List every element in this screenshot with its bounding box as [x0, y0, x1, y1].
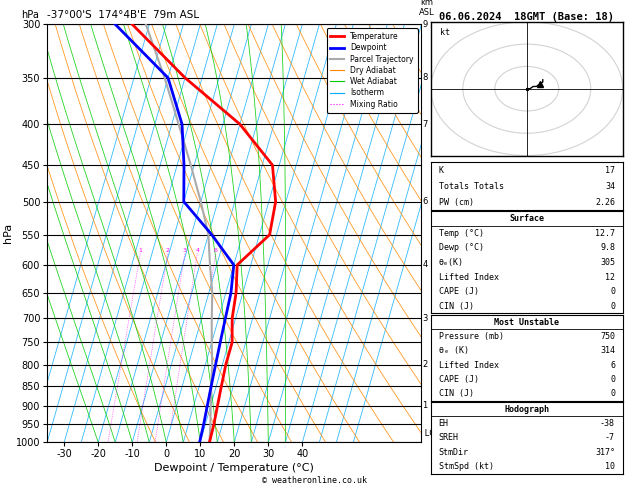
Text: -7: -7	[605, 434, 615, 442]
Text: θₑ(K): θₑ(K)	[438, 258, 464, 267]
Text: CAPE (J): CAPE (J)	[438, 287, 479, 296]
Text: 7: 7	[423, 120, 428, 129]
Text: 12: 12	[605, 273, 615, 281]
Text: 3: 3	[183, 248, 187, 253]
Legend: Temperature, Dewpoint, Parcel Trajectory, Dry Adiabat, Wet Adiabat, Isotherm, Mi: Temperature, Dewpoint, Parcel Trajectory…	[326, 28, 418, 112]
Text: 305: 305	[600, 258, 615, 267]
Text: SREH: SREH	[438, 434, 459, 442]
X-axis label: Dewpoint / Temperature (°C): Dewpoint / Temperature (°C)	[154, 463, 314, 473]
Text: Hodograph: Hodograph	[504, 405, 549, 414]
Text: 3: 3	[423, 314, 428, 323]
Text: 06.06.2024  18GMT (Base: 18): 06.06.2024 18GMT (Base: 18)	[439, 12, 615, 22]
Text: 6: 6	[423, 197, 428, 206]
Text: 0: 0	[610, 375, 615, 384]
Text: Dewp (°C): Dewp (°C)	[438, 243, 484, 252]
Text: CAPE (J): CAPE (J)	[438, 375, 479, 384]
Text: -38: -38	[600, 419, 615, 428]
Text: CIN (J): CIN (J)	[438, 302, 474, 311]
Text: Totals Totals: Totals Totals	[438, 182, 504, 191]
Text: kt: kt	[440, 28, 450, 37]
Text: 6: 6	[214, 248, 218, 253]
Text: 0: 0	[610, 302, 615, 311]
Text: CIN (J): CIN (J)	[438, 389, 474, 399]
Text: Lifted Index: Lifted Index	[438, 273, 499, 281]
Text: 6: 6	[610, 361, 615, 370]
Text: LCL: LCL	[423, 429, 440, 438]
Text: hPa: hPa	[21, 10, 39, 20]
Text: EH: EH	[438, 419, 448, 428]
Text: StmDir: StmDir	[438, 448, 469, 457]
Text: 9: 9	[423, 20, 428, 29]
Text: 1: 1	[138, 248, 142, 253]
Text: Pressure (mb): Pressure (mb)	[438, 332, 504, 341]
Text: 12.7: 12.7	[595, 229, 615, 238]
Text: 317°: 317°	[595, 448, 615, 457]
Text: 0: 0	[610, 287, 615, 296]
Text: Most Unstable: Most Unstable	[494, 317, 559, 327]
Text: 2: 2	[423, 360, 428, 369]
Text: 2.26: 2.26	[595, 197, 615, 207]
Text: 2: 2	[166, 248, 170, 253]
Text: 1: 1	[423, 401, 428, 410]
Text: 8: 8	[423, 73, 428, 82]
Text: km
ASL: km ASL	[419, 0, 435, 17]
Text: 9.8: 9.8	[600, 243, 615, 252]
Text: © weatheronline.co.uk: © weatheronline.co.uk	[262, 475, 367, 485]
Text: 314: 314	[600, 346, 615, 355]
Text: 0: 0	[610, 389, 615, 399]
Text: Lifted Index: Lifted Index	[438, 361, 499, 370]
Text: 17: 17	[605, 166, 615, 175]
Text: 750: 750	[600, 332, 615, 341]
Text: 4: 4	[423, 260, 428, 269]
Text: θₑ (K): θₑ (K)	[438, 346, 469, 355]
Text: Surface: Surface	[509, 214, 544, 223]
Y-axis label: hPa: hPa	[3, 223, 13, 243]
Text: 10: 10	[605, 462, 615, 471]
Text: K: K	[438, 166, 443, 175]
Text: StmSpd (kt): StmSpd (kt)	[438, 462, 494, 471]
Text: 4: 4	[196, 248, 199, 253]
Text: PW (cm): PW (cm)	[438, 197, 474, 207]
Text: -37°00'S  174°4B'E  79m ASL: -37°00'S 174°4B'E 79m ASL	[47, 10, 199, 20]
Text: 34: 34	[605, 182, 615, 191]
Text: Temp (°C): Temp (°C)	[438, 229, 484, 238]
